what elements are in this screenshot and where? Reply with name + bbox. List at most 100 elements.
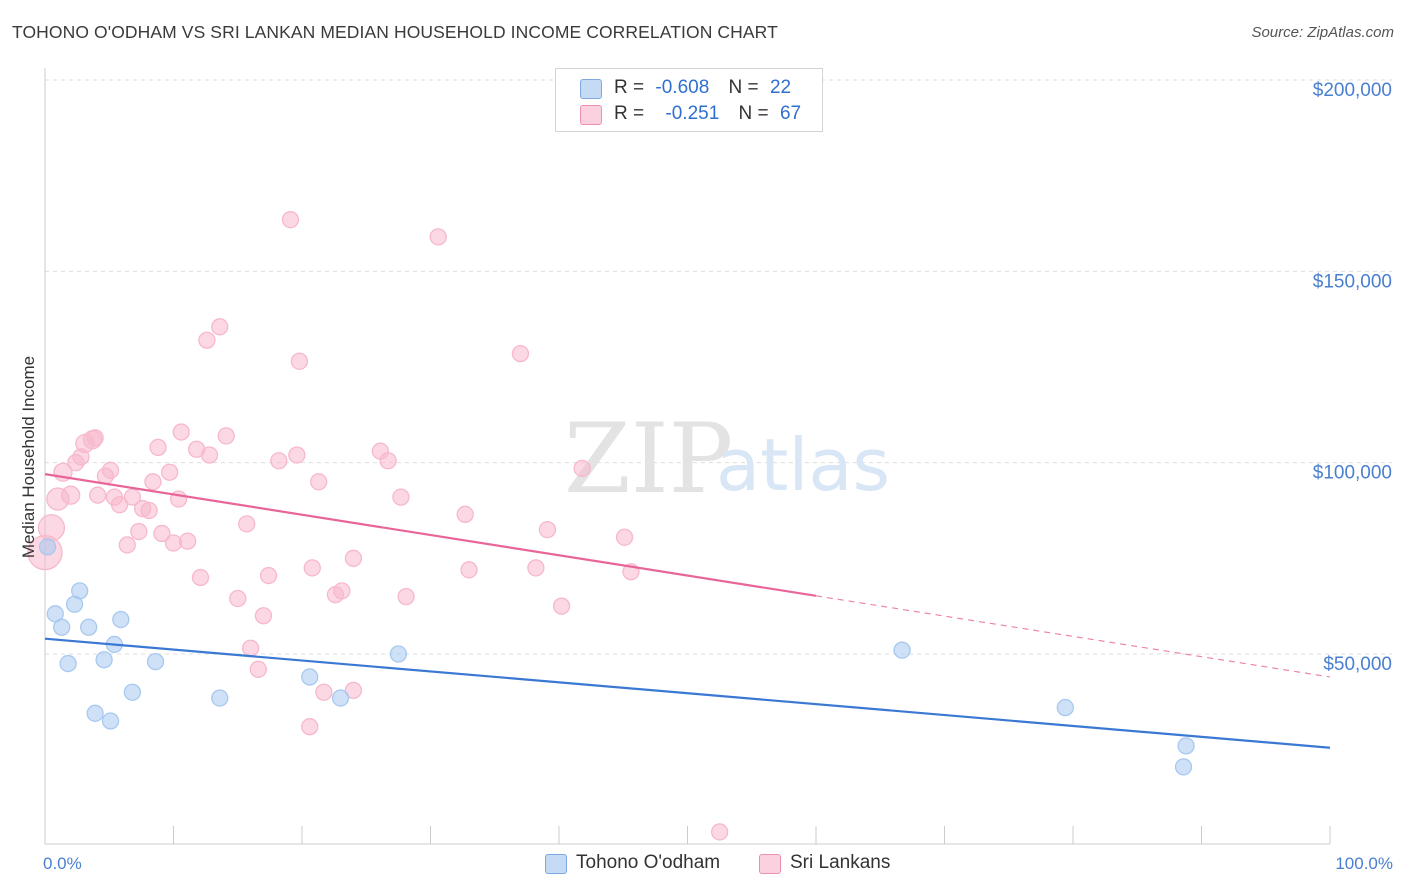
tohono-oodham-points [38,538,1195,776]
watermark-zip: ZIP [564,403,733,515]
sri-lankans-point [200,446,219,464]
tohono-oodham-point [95,651,113,669]
tohono-oodham-point [301,668,319,686]
legend-swatch-pink [580,105,602,125]
sri-lankans-point [429,228,447,246]
tohono-oodham-point [1174,758,1193,776]
legend-swatch-blue [545,854,567,874]
sri-lankans-point [140,501,158,520]
y-axis-label: Median Household Income [19,356,38,558]
y-tick-labels: $50,000 $100,000 $150,000 $200,000 [1313,80,1392,675]
sri-lankans-point [172,423,190,441]
trend-line-extrapolated [815,595,1331,678]
y-tick-label: $150,000 [1313,271,1392,292]
sri-lankans-point [37,514,66,542]
tohono-oodham-point [71,582,89,600]
sri-lankans-point [615,528,634,546]
bottom-legend-label: Tohono O'odham [576,852,721,873]
sri-lankans-point [178,532,197,550]
sri-lankans-points [27,211,729,841]
sri-lankans-point [149,438,167,457]
sri-lankans-point [259,566,278,585]
sri-lankans-point [198,331,216,349]
sri-lankans-point [89,486,107,504]
sri-lankans-point [460,561,478,579]
legend-swatch-blue [580,79,602,99]
sri-lankans-point [254,607,273,625]
tohono-oodham-point [86,704,104,722]
sri-lankans-point [710,823,729,841]
sri-lankans-point [310,473,328,491]
n-value: 22 [769,77,792,98]
sri-lankans-point [573,459,591,478]
sri-lankans-point [552,597,571,615]
tohono-oodham-point [389,645,408,663]
sri-lankans-point [249,660,267,678]
x-tick-label: 0.0% [43,854,82,873]
watermark-atlas: atlas [716,423,890,507]
sri-lankans-point [144,473,162,491]
r-value: -0.608 [655,77,710,98]
sri-lankans-point [397,587,415,606]
sri-lankans-point [191,568,210,587]
trend-lines [44,473,1331,749]
correlation-legend: R = -0.608 N = 22 R = -0.251 N = 67 [555,68,823,132]
sri-lankans-point [110,496,129,514]
gridlines [45,79,1392,655]
sri-lankans-point [344,549,363,567]
sri-lankans-point [301,718,319,736]
y-tick-label: $50,000 [1323,654,1392,675]
x-tick-label: 100.0% [1335,854,1393,873]
tohono-oodham-point [101,712,120,730]
sri-lankans-point [288,446,306,464]
r-value: -0.251 [665,103,720,124]
sri-lankans-point [270,452,288,470]
tohono-oodham-point [893,641,911,659]
x-tick-labels: 0.0% 100.0% [43,854,1393,873]
source-label: Source: ZipAtlas.com [1251,24,1394,41]
sri-lankans-point [238,515,256,533]
sri-lankans-point [333,582,351,600]
trend-line [44,637,1331,749]
tohono-oodham-point [80,618,98,636]
sri-lankans-point [164,534,183,552]
sri-lankans-point [229,589,247,608]
sri-lankans-point [392,488,410,506]
sri-lankans-point [456,505,474,523]
sri-lankans-point [123,488,142,506]
sri-lankans-point [281,211,300,229]
tohono-oodham-point [112,610,130,629]
y-tick-label: $100,000 [1313,463,1392,484]
tohono-oodham-point [331,689,350,707]
sri-lankans-point [160,463,179,481]
tohono-oodham-point [1177,737,1195,755]
trend-line [44,473,817,597]
sri-lankans-point [241,639,260,657]
sri-lankans-point [61,485,81,505]
sri-lankans-point [217,427,235,445]
tohono-oodham-point [38,538,57,556]
sri-lankans-point [315,683,333,701]
tohono-oodham-point [211,689,229,707]
tohono-oodham-point [53,618,71,636]
sri-lankans-point [379,452,397,470]
sri-lankans-point [344,681,363,700]
tohono-oodham-point [59,654,77,673]
sri-lankans-point [303,559,321,577]
sri-lankans-point [101,461,120,479]
sri-lankans-point [153,524,171,543]
legend-text: R = -0.608 N = 22 [614,77,792,98]
bottom-legend-label: Sri Lankans [790,852,891,873]
axes [44,68,1331,845]
tohono-oodham-point [123,683,142,701]
n-value: 67 [779,103,802,124]
sri-lankans-point [527,559,545,577]
legend-text: R = -0.251 N = 67 [614,103,802,124]
legend-swatch-pink [759,854,781,874]
y-tick-label: $200,000 [1313,80,1392,101]
sri-lankans-point [511,344,530,363]
chart-title: TOHONO O'ODHAM VS SRI LANKAN MEDIAN HOUS… [12,22,778,42]
sri-lankans-point [290,352,309,370]
sri-lankans-point [86,429,104,447]
